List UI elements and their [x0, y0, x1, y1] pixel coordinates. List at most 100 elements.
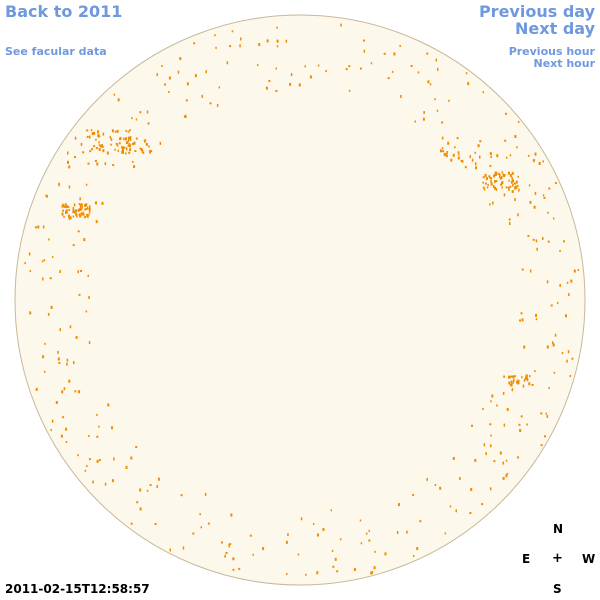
facula-point [80, 270, 82, 272]
facula-point [75, 335, 78, 339]
facula-point [521, 376, 523, 379]
facula-point [116, 129, 119, 133]
facula-point [214, 34, 216, 37]
next-day-link[interactable]: Next day [515, 19, 595, 38]
facula-point [522, 384, 525, 388]
facula-point [164, 83, 166, 86]
facula-point [143, 139, 146, 142]
facula-point [61, 205, 64, 208]
facula-point [141, 149, 144, 153]
facula-point [474, 151, 476, 154]
facula-point [169, 548, 171, 552]
facula-point [96, 162, 99, 166]
facula-point [128, 143, 131, 147]
facula-point [443, 152, 446, 156]
facula-point [102, 132, 105, 136]
facula-point [129, 129, 131, 132]
facula-point [144, 140, 146, 143]
facula-point [435, 58, 438, 62]
facula-point [497, 172, 500, 175]
facula-point [37, 225, 40, 229]
facula-point [133, 141, 136, 145]
facula-point [84, 208, 86, 211]
facula-point [130, 522, 133, 525]
facula-point [85, 310, 88, 313]
facula-point [64, 203, 67, 207]
next-hour-link[interactable]: Next hour [533, 57, 596, 70]
facular-points [24, 23, 580, 576]
facula-point [129, 144, 131, 148]
facula-point [477, 144, 480, 148]
facula-point [499, 175, 501, 179]
facula-point [434, 98, 436, 101]
facula-point [391, 70, 394, 73]
facula-point [88, 341, 91, 345]
facula-point [183, 115, 186, 118]
facula-point [510, 180, 513, 184]
facula-point [146, 489, 149, 492]
facula-point [91, 148, 93, 151]
facula-point [322, 528, 325, 531]
facula-point [79, 197, 81, 201]
facula-point [501, 186, 503, 189]
facula-point [513, 182, 516, 185]
facula-point [441, 136, 444, 140]
facula-point [139, 111, 142, 114]
facula-point [520, 312, 523, 315]
facula-point [286, 573, 288, 575]
see-facular-data-link[interactable]: See facular data [5, 45, 107, 58]
facula-point [62, 203, 65, 207]
facula-point [150, 150, 153, 153]
facula-point [426, 52, 429, 55]
facula-point [60, 434, 63, 438]
facula-point [486, 186, 489, 189]
facula-point [258, 43, 261, 46]
facula-point [104, 482, 107, 486]
previous-hour-link[interactable]: Previous hour [508, 45, 595, 58]
facula-point [78, 293, 81, 296]
facula-point [577, 269, 580, 271]
previous-day-link[interactable]: Previous day [478, 2, 595, 21]
facula-point [540, 412, 543, 415]
facula-point [557, 301, 559, 304]
facula-point [491, 394, 494, 398]
back-to-year-link[interactable]: Back to 2011 [5, 2, 123, 21]
facula-point [73, 361, 75, 365]
facula-point [566, 281, 569, 284]
facula-point [447, 141, 450, 145]
facula-point [149, 149, 151, 152]
facula-point [77, 270, 79, 274]
facula-point [168, 76, 171, 80]
facula-point [410, 64, 413, 67]
facula-point [129, 137, 132, 141]
facula-point [86, 206, 89, 210]
facula-point [517, 121, 520, 123]
facula-point [471, 424, 473, 427]
facula-point [42, 225, 45, 229]
facula-point [156, 485, 158, 488]
facula-point [334, 557, 337, 561]
facula-point [145, 142, 148, 146]
facula-point [51, 256, 54, 259]
facula-point [501, 176, 503, 179]
facula-point [457, 151, 460, 154]
facula-point [159, 141, 162, 145]
facula-point [511, 171, 514, 175]
facula-point [179, 57, 182, 61]
facula-point [457, 156, 460, 160]
facula-point [63, 215, 65, 218]
facula-point [48, 238, 50, 241]
facula-point [194, 74, 197, 78]
facula-point [86, 135, 89, 138]
facula-point [147, 122, 150, 125]
facula-point [412, 555, 415, 558]
facula-point [55, 401, 58, 404]
facula-point [135, 137, 138, 140]
facula-point [72, 207, 75, 210]
facula-point [77, 230, 80, 233]
facula-point [148, 145, 150, 148]
facula-point [80, 142, 83, 146]
facula-point [509, 154, 512, 157]
facula-point [482, 408, 484, 410]
